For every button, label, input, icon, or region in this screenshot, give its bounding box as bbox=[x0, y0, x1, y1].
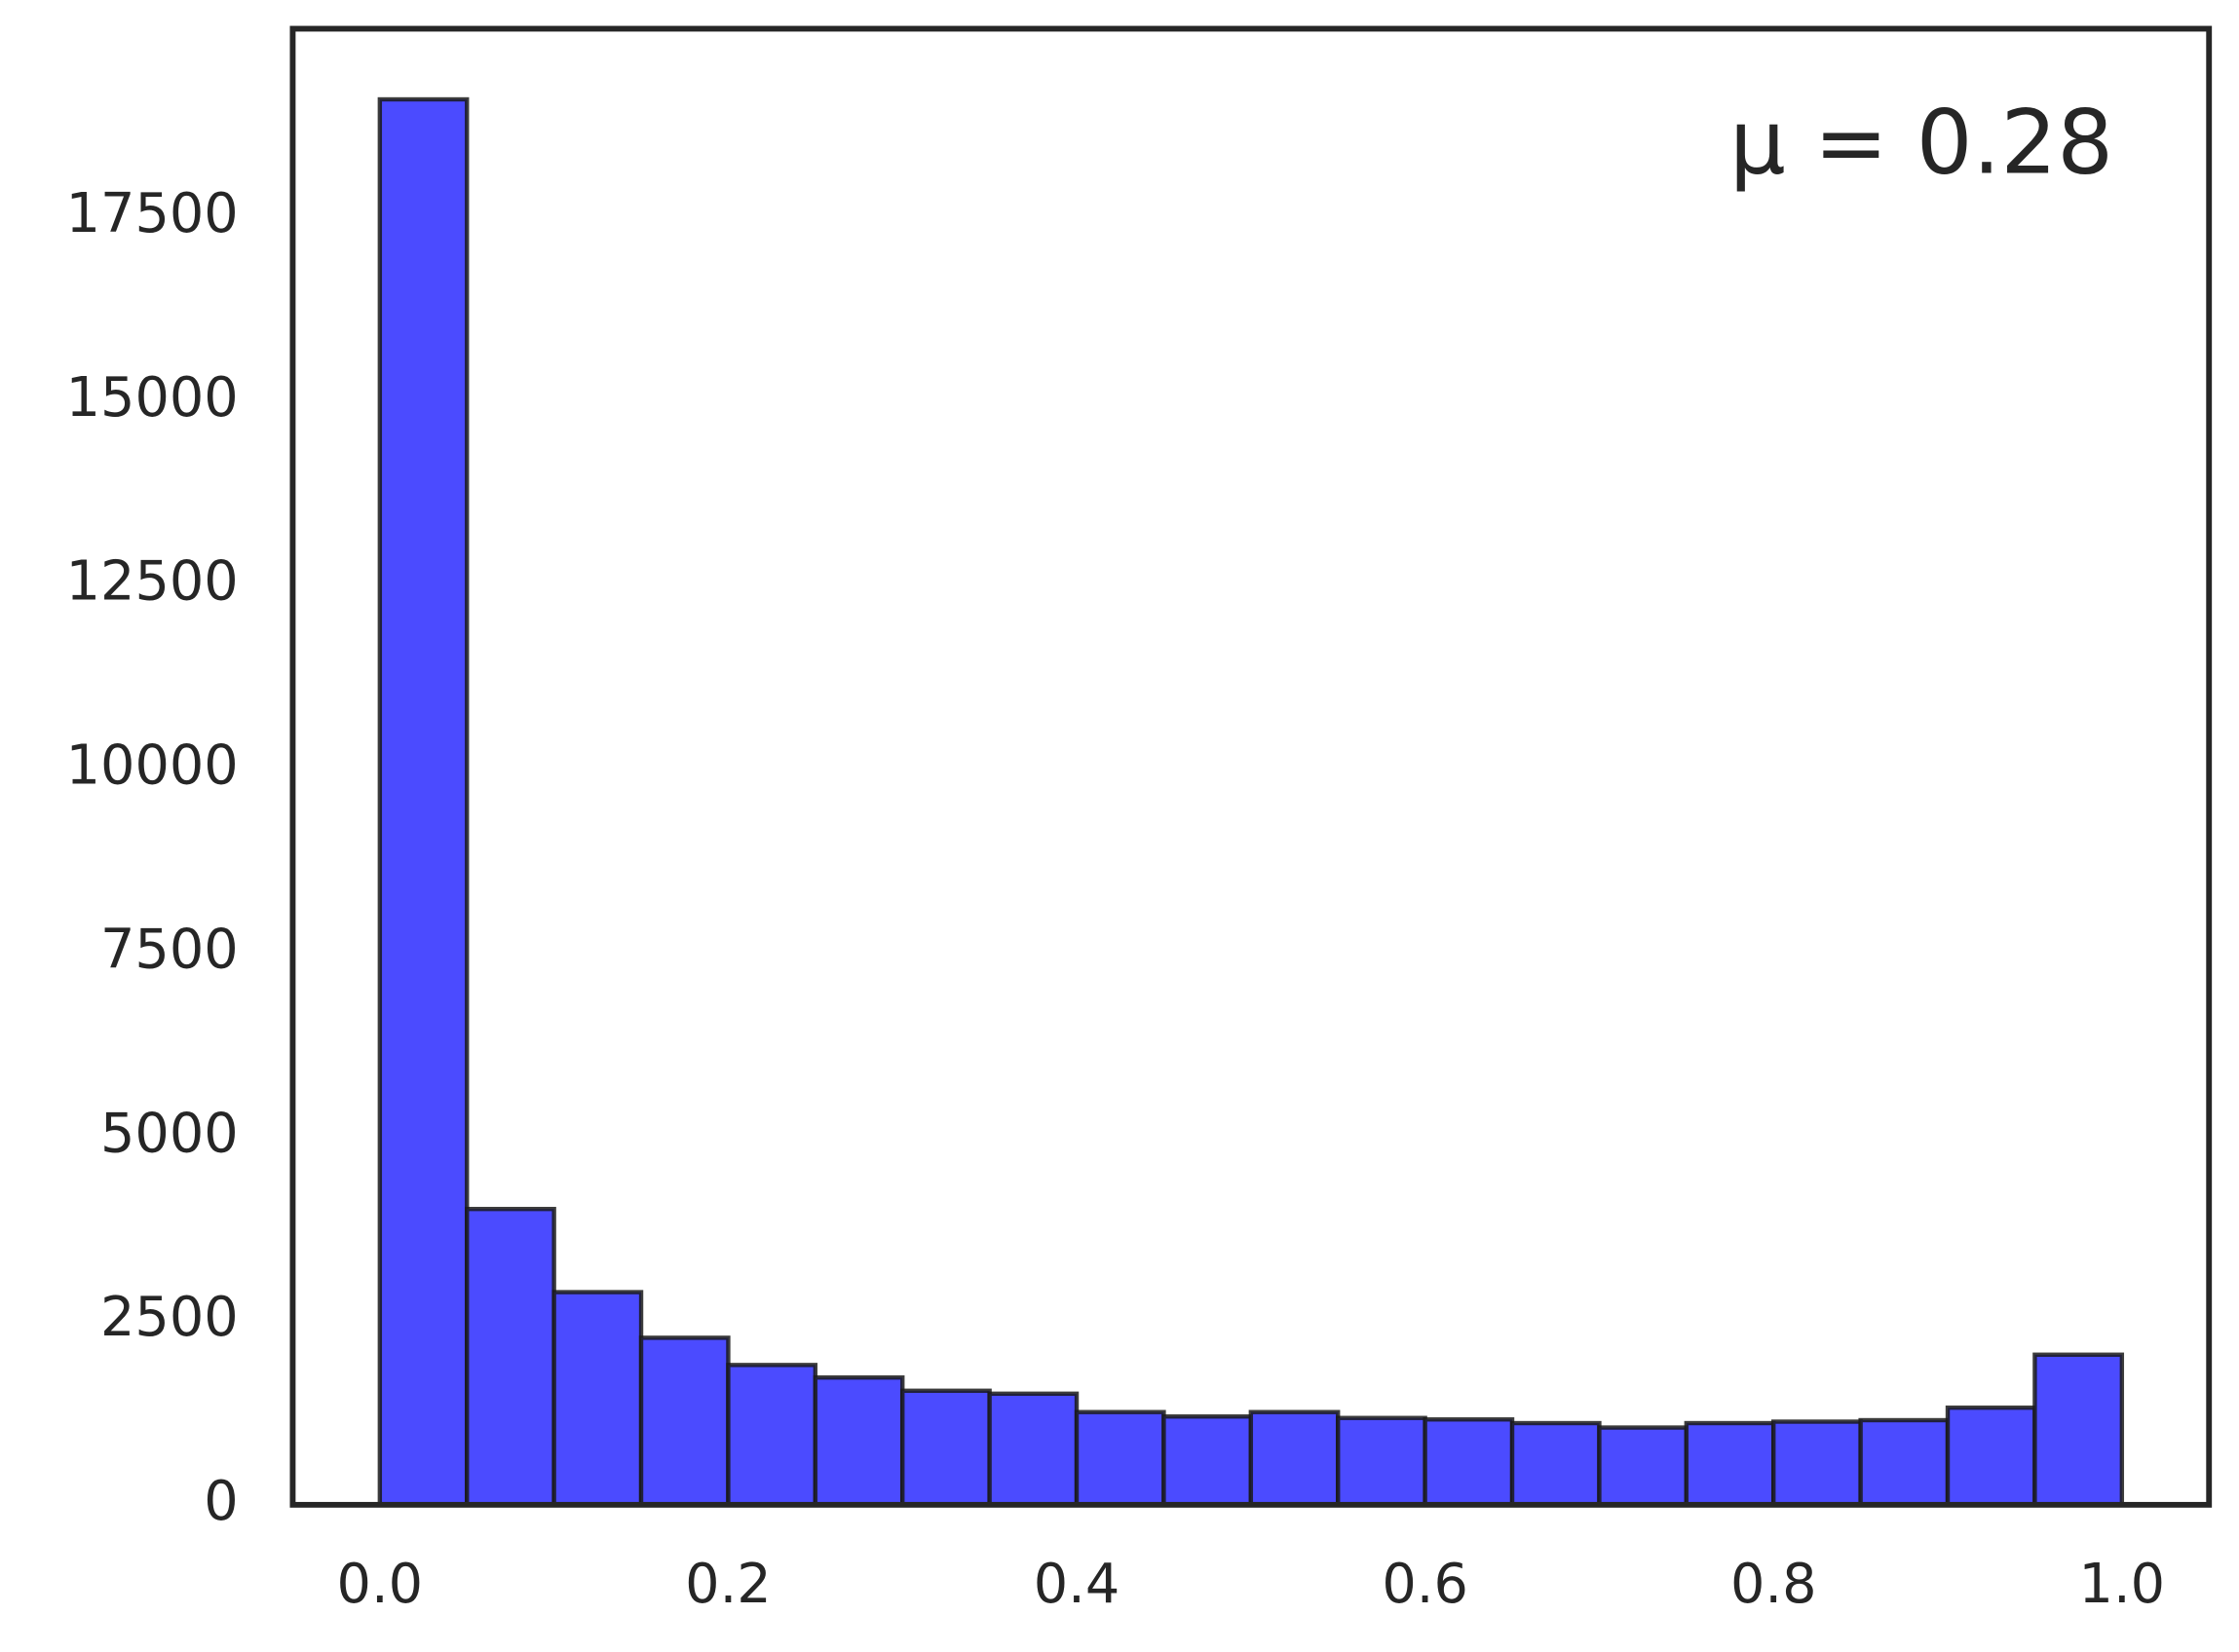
y-tick-label: 12500 bbox=[66, 550, 239, 614]
y-tick-label: 17500 bbox=[66, 182, 239, 245]
bar bbox=[1161, 1414, 1254, 1508]
x-tick-label: 0.8 bbox=[1730, 1553, 1817, 1616]
bar bbox=[813, 1374, 905, 1508]
bar bbox=[1945, 1405, 2037, 1508]
bar bbox=[726, 1363, 818, 1508]
y-tick-label: 2500 bbox=[100, 1286, 239, 1349]
bar bbox=[551, 1290, 644, 1508]
bar bbox=[1597, 1425, 1689, 1508]
bar bbox=[465, 1206, 556, 1508]
bar bbox=[1509, 1420, 1602, 1508]
bar bbox=[1074, 1409, 1166, 1508]
x-tick-label: 0.6 bbox=[1382, 1553, 1468, 1616]
x-tick-label: 0.4 bbox=[1034, 1553, 1120, 1616]
y-tick-label: 7500 bbox=[100, 918, 239, 981]
bar bbox=[987, 1391, 1080, 1508]
y-tick-label: 10000 bbox=[66, 734, 239, 798]
bar bbox=[1684, 1420, 1776, 1508]
annotation: μ = 0.28 bbox=[1729, 92, 2113, 194]
bar bbox=[1423, 1417, 1515, 1508]
bar bbox=[1248, 1409, 1341, 1508]
y-tick-label: 15000 bbox=[66, 366, 239, 430]
y-tick-label: 5000 bbox=[100, 1102, 239, 1165]
x-tick-label: 0.0 bbox=[337, 1553, 424, 1616]
bar bbox=[377, 96, 470, 1508]
x-tick-label: 0.2 bbox=[685, 1553, 772, 1616]
bar bbox=[2032, 1352, 2125, 1508]
bar bbox=[638, 1335, 731, 1508]
bar bbox=[1771, 1419, 1863, 1508]
bar bbox=[1336, 1415, 1427, 1508]
bar bbox=[900, 1388, 992, 1508]
bar bbox=[1858, 1417, 1951, 1508]
y-tick-label: 0 bbox=[204, 1470, 238, 1533]
plot-frame bbox=[289, 25, 2213, 1508]
x-tick-label: 1.0 bbox=[2079, 1553, 2166, 1616]
